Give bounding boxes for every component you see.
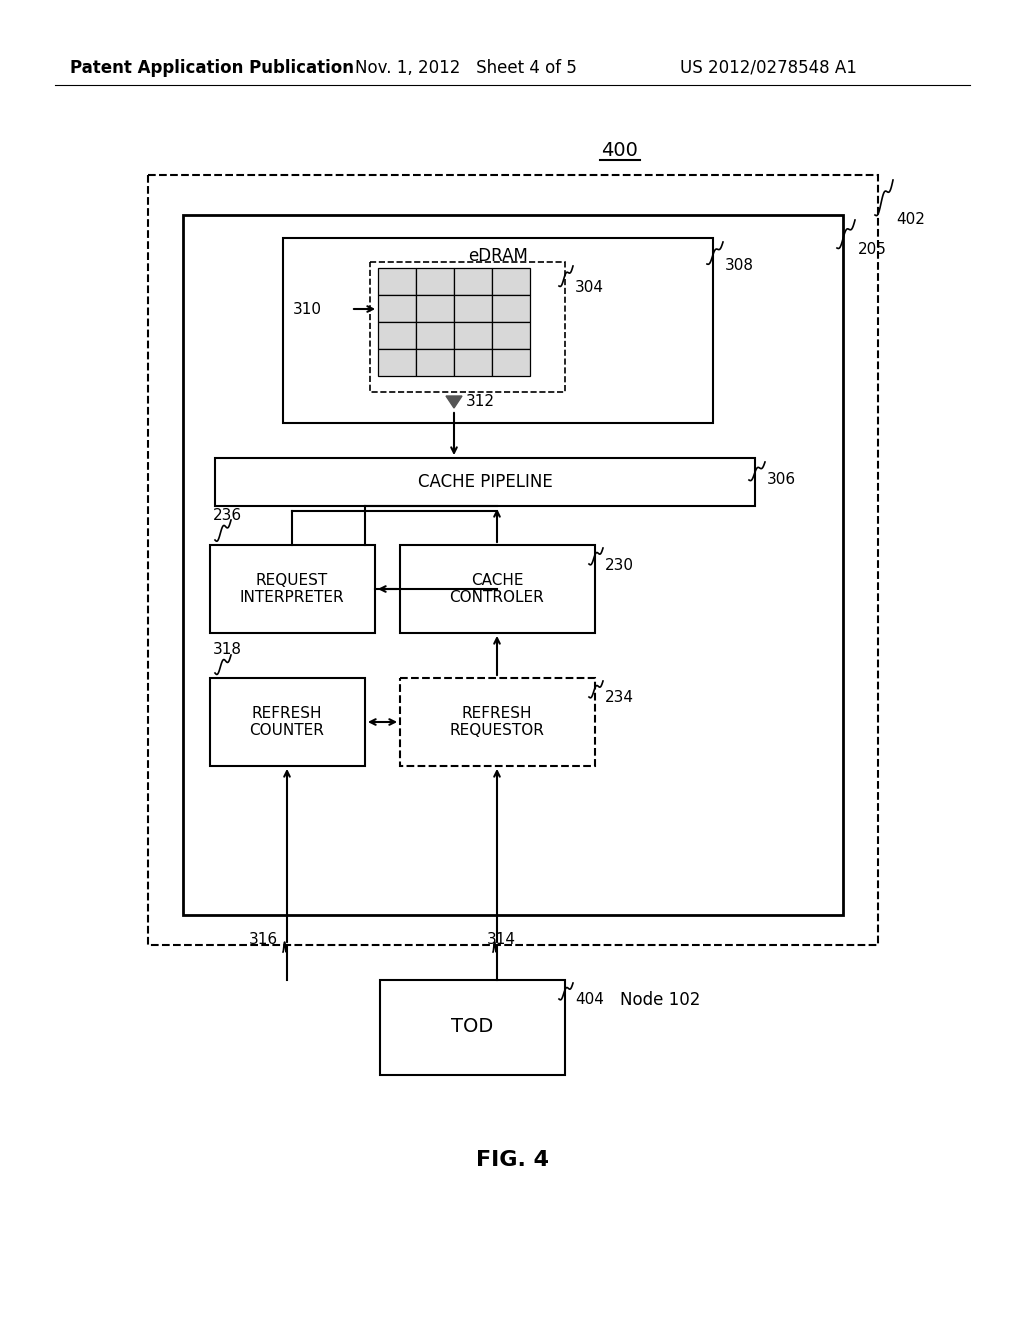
Text: FIG. 4: FIG. 4 — [475, 1150, 549, 1170]
FancyBboxPatch shape — [492, 268, 530, 294]
Polygon shape — [446, 396, 462, 408]
Text: Patent Application Publication: Patent Application Publication — [70, 59, 354, 77]
Text: 404: 404 — [575, 993, 604, 1007]
FancyBboxPatch shape — [492, 348, 530, 376]
Text: Nov. 1, 2012   Sheet 4 of 5: Nov. 1, 2012 Sheet 4 of 5 — [355, 59, 577, 77]
Text: 306: 306 — [767, 473, 796, 487]
FancyBboxPatch shape — [454, 294, 492, 322]
Text: 316: 316 — [249, 932, 279, 946]
FancyBboxPatch shape — [210, 678, 365, 766]
FancyBboxPatch shape — [378, 294, 416, 322]
Text: 310: 310 — [293, 301, 322, 317]
Text: REFRESH
COUNTER: REFRESH COUNTER — [250, 706, 325, 738]
FancyBboxPatch shape — [400, 678, 595, 766]
FancyBboxPatch shape — [454, 348, 492, 376]
FancyBboxPatch shape — [283, 238, 713, 422]
Text: REFRESH
REQUESTOR: REFRESH REQUESTOR — [450, 706, 545, 738]
Text: Node 102: Node 102 — [620, 991, 700, 1008]
FancyBboxPatch shape — [380, 979, 565, 1074]
FancyBboxPatch shape — [183, 215, 843, 915]
FancyBboxPatch shape — [215, 458, 755, 506]
Text: 312: 312 — [466, 395, 495, 409]
Text: 304: 304 — [575, 280, 604, 294]
Text: 236: 236 — [213, 507, 242, 523]
FancyBboxPatch shape — [378, 268, 416, 294]
Text: CACHE
CONTROLER: CACHE CONTROLER — [450, 573, 545, 605]
Text: 308: 308 — [725, 259, 754, 273]
Text: REQUEST
INTERPRETER: REQUEST INTERPRETER — [240, 573, 344, 605]
Text: 318: 318 — [213, 643, 242, 657]
FancyBboxPatch shape — [492, 322, 530, 348]
FancyBboxPatch shape — [492, 294, 530, 322]
Text: 400: 400 — [601, 141, 638, 160]
Text: 314: 314 — [487, 932, 516, 946]
Text: CACHE PIPELINE: CACHE PIPELINE — [418, 473, 552, 491]
FancyBboxPatch shape — [416, 348, 454, 376]
Text: 402: 402 — [896, 213, 925, 227]
FancyBboxPatch shape — [400, 545, 595, 634]
FancyBboxPatch shape — [210, 545, 375, 634]
FancyBboxPatch shape — [416, 322, 454, 348]
FancyBboxPatch shape — [416, 268, 454, 294]
FancyBboxPatch shape — [370, 261, 565, 392]
Text: TOD: TOD — [451, 1018, 494, 1036]
Text: 205: 205 — [858, 243, 887, 257]
FancyBboxPatch shape — [148, 176, 878, 945]
FancyBboxPatch shape — [378, 322, 416, 348]
Text: 230: 230 — [605, 557, 634, 573]
Text: 234: 234 — [605, 690, 634, 705]
FancyBboxPatch shape — [416, 294, 454, 322]
Text: US 2012/0278548 A1: US 2012/0278548 A1 — [680, 59, 857, 77]
Text: eDRAM: eDRAM — [468, 247, 528, 265]
FancyBboxPatch shape — [454, 322, 492, 348]
FancyBboxPatch shape — [378, 348, 416, 376]
FancyBboxPatch shape — [454, 268, 492, 294]
